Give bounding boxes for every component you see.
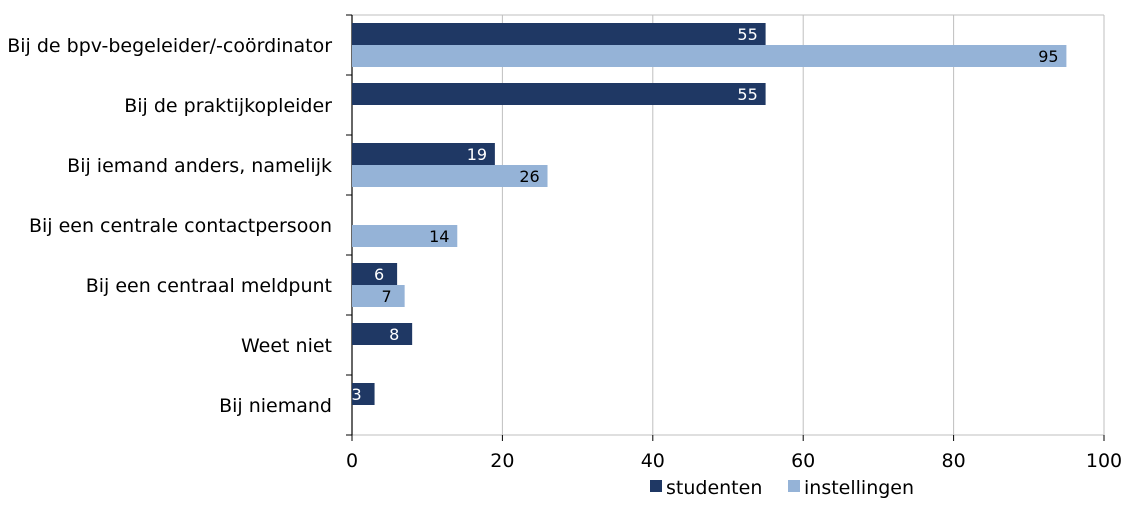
bar-studenten <box>352 263 398 285</box>
category-label: Bij een centraal meldpunt <box>86 275 332 297</box>
legend-label-instellingen: instellingen <box>804 477 914 499</box>
bar-instellingen <box>352 225 458 247</box>
data-label: 55 <box>737 85 757 104</box>
bar-studenten <box>352 83 766 105</box>
data-label: 6 <box>374 265 384 284</box>
bar-studenten <box>352 323 413 345</box>
data-label: 55 <box>737 25 757 44</box>
legend-swatch-studenten <box>650 480 662 492</box>
category-label: Bij niemand <box>219 395 332 417</box>
category-label: Bij iemand anders, namelijk <box>67 155 332 177</box>
data-label: 95 <box>1038 47 1058 66</box>
data-label: 14 <box>429 227 449 246</box>
x-tick-label: 40 <box>641 450 665 472</box>
legend-swatch-instellingen <box>788 480 800 492</box>
category-label: Bij de praktijkopleider <box>124 95 332 117</box>
data-label: 7 <box>382 287 392 306</box>
x-tick-label: 80 <box>942 450 966 472</box>
bar-studenten <box>352 143 495 165</box>
bar-instellingen <box>352 45 1067 67</box>
bar-studenten <box>352 23 766 45</box>
category-label: Bij een centrale contactpersoon <box>29 215 332 237</box>
data-label: 19 <box>467 145 487 164</box>
data-label: 8 <box>389 325 399 344</box>
x-tick-label: 20 <box>490 450 514 472</box>
category-label: Weet niet <box>241 335 332 357</box>
bar-studenten <box>352 383 375 405</box>
data-label: 3 <box>351 385 361 404</box>
category-label: Bij de bpv-begeleider/-coördinator <box>7 35 332 57</box>
legend-label-studenten: studenten <box>666 477 762 499</box>
x-tick-label: 100 <box>1086 450 1122 472</box>
x-tick-label: 0 <box>346 450 358 472</box>
bar-instellingen <box>352 165 548 187</box>
x-tick-label: 60 <box>791 450 815 472</box>
data-label: 26 <box>519 167 539 186</box>
bar-instellingen <box>352 285 405 307</box>
